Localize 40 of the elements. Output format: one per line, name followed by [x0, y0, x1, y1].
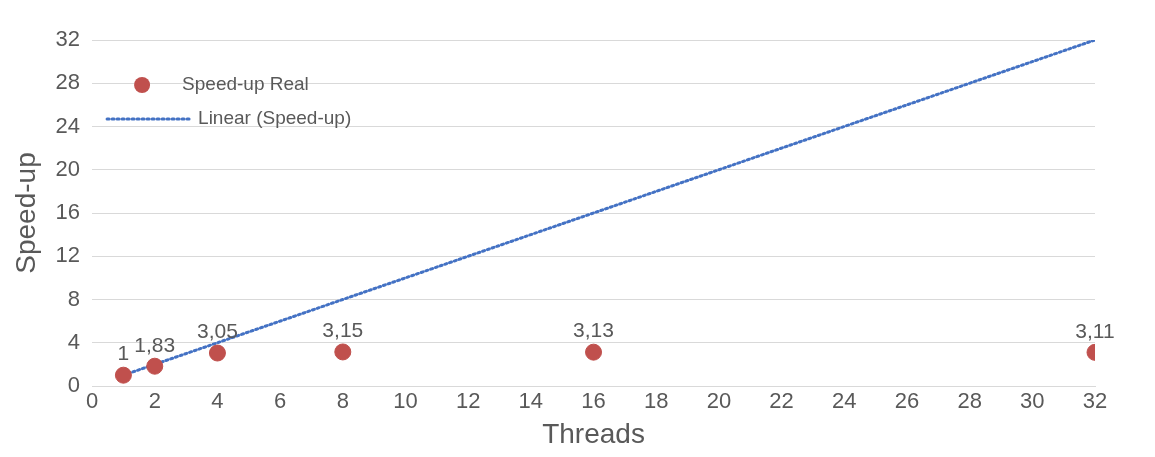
x-tick-label: 20 [706, 388, 732, 414]
y-tick-label: 12 [55, 242, 81, 268]
x-axis-title: Threads [542, 417, 645, 449]
x-tick-label: 32 [1082, 388, 1108, 414]
x-tick-label: 18 [643, 388, 669, 414]
x-tick-label: 16 [581, 388, 606, 414]
x-tick-label: 14 [518, 388, 544, 414]
x-tick-label: 10 [393, 388, 418, 414]
x-tick-label: 4 [211, 388, 224, 414]
y-tick-label: 20 [55, 155, 81, 181]
data-label: 3,05 [197, 319, 238, 343]
x-tick-label: 24 [832, 388, 857, 414]
y-tick-label: 8 [67, 285, 81, 311]
x-tick-label: 22 [769, 388, 794, 414]
x-tick-label: 0 [85, 388, 99, 414]
y-tick-label: 4 [67, 328, 81, 354]
x-tick-label: 30 [1020, 388, 1045, 414]
x-tick-label: 26 [894, 388, 920, 414]
point [334, 343, 352, 361]
y-tick-label: 16 [55, 199, 81, 225]
y-tick-label: 24 [55, 112, 81, 138]
x-tick-label: 12 [455, 388, 481, 414]
data-label: 1,83 [134, 332, 176, 356]
data-label: 1 [117, 341, 130, 365]
data-label: 3,15 [322, 318, 364, 342]
x-tick-label: 8 [336, 388, 349, 414]
x-tick-label: 6 [273, 388, 287, 414]
legend-label: Linear (Speed-up) [198, 107, 352, 129]
x-tick-label: 28 [957, 388, 982, 414]
y-axis-title: Speed-up [9, 152, 41, 274]
legend-label: Speed-up Real [182, 73, 309, 95]
data-label: 3,13 [573, 318, 614, 342]
point [146, 357, 164, 375]
data-label: 3,11 [1075, 318, 1115, 342]
y-tick-label: 28 [55, 69, 81, 95]
y-tick-label: 0 [67, 372, 81, 398]
y-tick-label: 32 [55, 26, 81, 52]
x-tick-label: 2 [148, 388, 161, 414]
point [114, 366, 132, 384]
point [208, 344, 226, 362]
